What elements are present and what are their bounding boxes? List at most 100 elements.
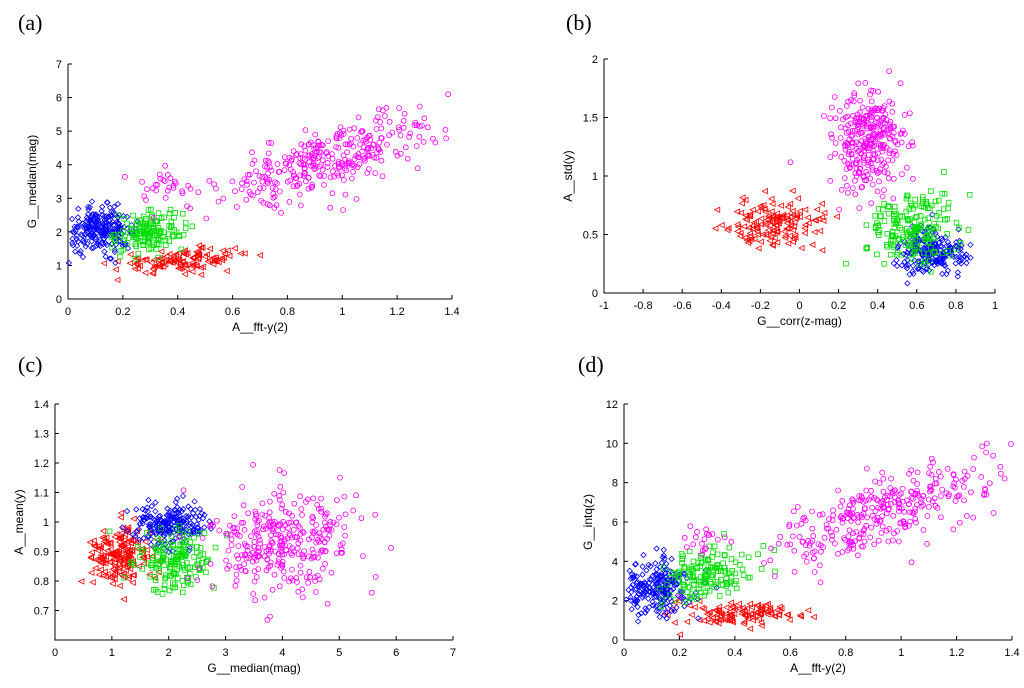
data-point xyxy=(125,573,133,580)
data-point xyxy=(299,512,305,518)
data-point xyxy=(163,521,171,528)
data-point xyxy=(237,250,244,257)
data-point xyxy=(945,205,951,212)
data-point xyxy=(786,200,794,208)
data-point xyxy=(187,571,193,577)
data-point xyxy=(132,241,139,248)
data-point xyxy=(269,185,276,191)
data-point xyxy=(954,273,961,280)
data-point xyxy=(319,157,326,163)
data-point xyxy=(384,141,390,148)
data-point xyxy=(117,253,123,260)
data-point xyxy=(294,151,300,157)
data-point xyxy=(906,470,912,477)
data-point xyxy=(904,261,912,269)
data-point xyxy=(768,195,775,203)
data-point xyxy=(206,245,213,253)
data-point xyxy=(161,214,167,220)
data-point xyxy=(111,229,118,236)
data-point xyxy=(828,104,835,111)
data-point xyxy=(302,127,309,133)
data-point xyxy=(171,214,177,221)
data-point xyxy=(739,194,746,201)
data-point xyxy=(152,508,159,515)
data-point xyxy=(372,574,379,580)
data-point xyxy=(864,465,870,472)
data-point xyxy=(109,218,116,226)
data-point xyxy=(865,152,872,158)
data-point xyxy=(821,534,828,541)
data-point xyxy=(148,514,156,521)
data-point xyxy=(272,531,279,538)
data-point xyxy=(983,449,989,456)
data-point xyxy=(898,139,905,146)
data-point xyxy=(959,250,966,258)
data-point xyxy=(955,247,962,254)
data-point xyxy=(295,551,302,558)
data-point xyxy=(103,241,111,249)
data-point xyxy=(340,127,347,134)
data-point xyxy=(271,193,278,200)
data-point xyxy=(870,147,876,154)
data-point xyxy=(290,548,297,555)
data-point xyxy=(868,98,875,105)
data-point xyxy=(185,578,191,584)
x-tick-label: -0.8 xyxy=(634,300,653,312)
data-point xyxy=(801,553,808,560)
data-point xyxy=(309,546,316,553)
data-point xyxy=(910,262,917,269)
data-point xyxy=(177,513,184,520)
data-point xyxy=(865,105,872,112)
data-point xyxy=(112,259,119,267)
data-point xyxy=(903,208,909,215)
data-point xyxy=(669,585,677,593)
data-point xyxy=(686,584,693,591)
data-point xyxy=(206,178,213,184)
data-point xyxy=(924,541,930,547)
data-point xyxy=(147,562,154,568)
data-point xyxy=(764,226,772,234)
data-point xyxy=(746,625,754,633)
data-point xyxy=(772,573,778,580)
data-point xyxy=(910,205,916,212)
y-axis-title: A__std(y) xyxy=(561,150,575,201)
data-point xyxy=(306,568,313,575)
data-point xyxy=(245,171,251,178)
data-point xyxy=(128,560,135,567)
data-point xyxy=(908,495,915,501)
data-point xyxy=(791,568,798,575)
data-point xyxy=(389,129,396,136)
data-point xyxy=(801,229,808,237)
y-axis-title: G__intq(z) xyxy=(581,494,595,550)
data-point xyxy=(101,213,108,220)
data-point xyxy=(148,259,155,267)
data-point xyxy=(858,130,865,136)
data-point xyxy=(177,264,185,272)
data-point xyxy=(714,551,721,558)
data-point xyxy=(121,531,129,538)
data-point xyxy=(789,227,797,234)
data-point xyxy=(228,536,235,543)
data-point xyxy=(152,577,159,583)
data-point xyxy=(843,260,849,267)
series-red xyxy=(100,242,264,284)
data-point xyxy=(229,178,236,185)
data-point xyxy=(99,227,106,234)
data-point xyxy=(944,466,951,472)
data-point xyxy=(865,120,871,126)
data-point xyxy=(99,572,107,579)
data-point xyxy=(143,546,150,554)
data-point xyxy=(272,186,279,192)
data-point xyxy=(718,221,725,229)
data-point xyxy=(820,544,827,550)
data-point xyxy=(711,584,717,590)
data-point xyxy=(677,588,684,594)
data-point xyxy=(663,615,670,622)
data-point xyxy=(627,575,634,582)
data-point xyxy=(307,574,313,581)
data-point xyxy=(249,550,256,556)
data-point xyxy=(893,262,901,270)
data-point xyxy=(378,125,385,132)
data-point xyxy=(712,617,720,625)
data-point xyxy=(130,515,137,523)
